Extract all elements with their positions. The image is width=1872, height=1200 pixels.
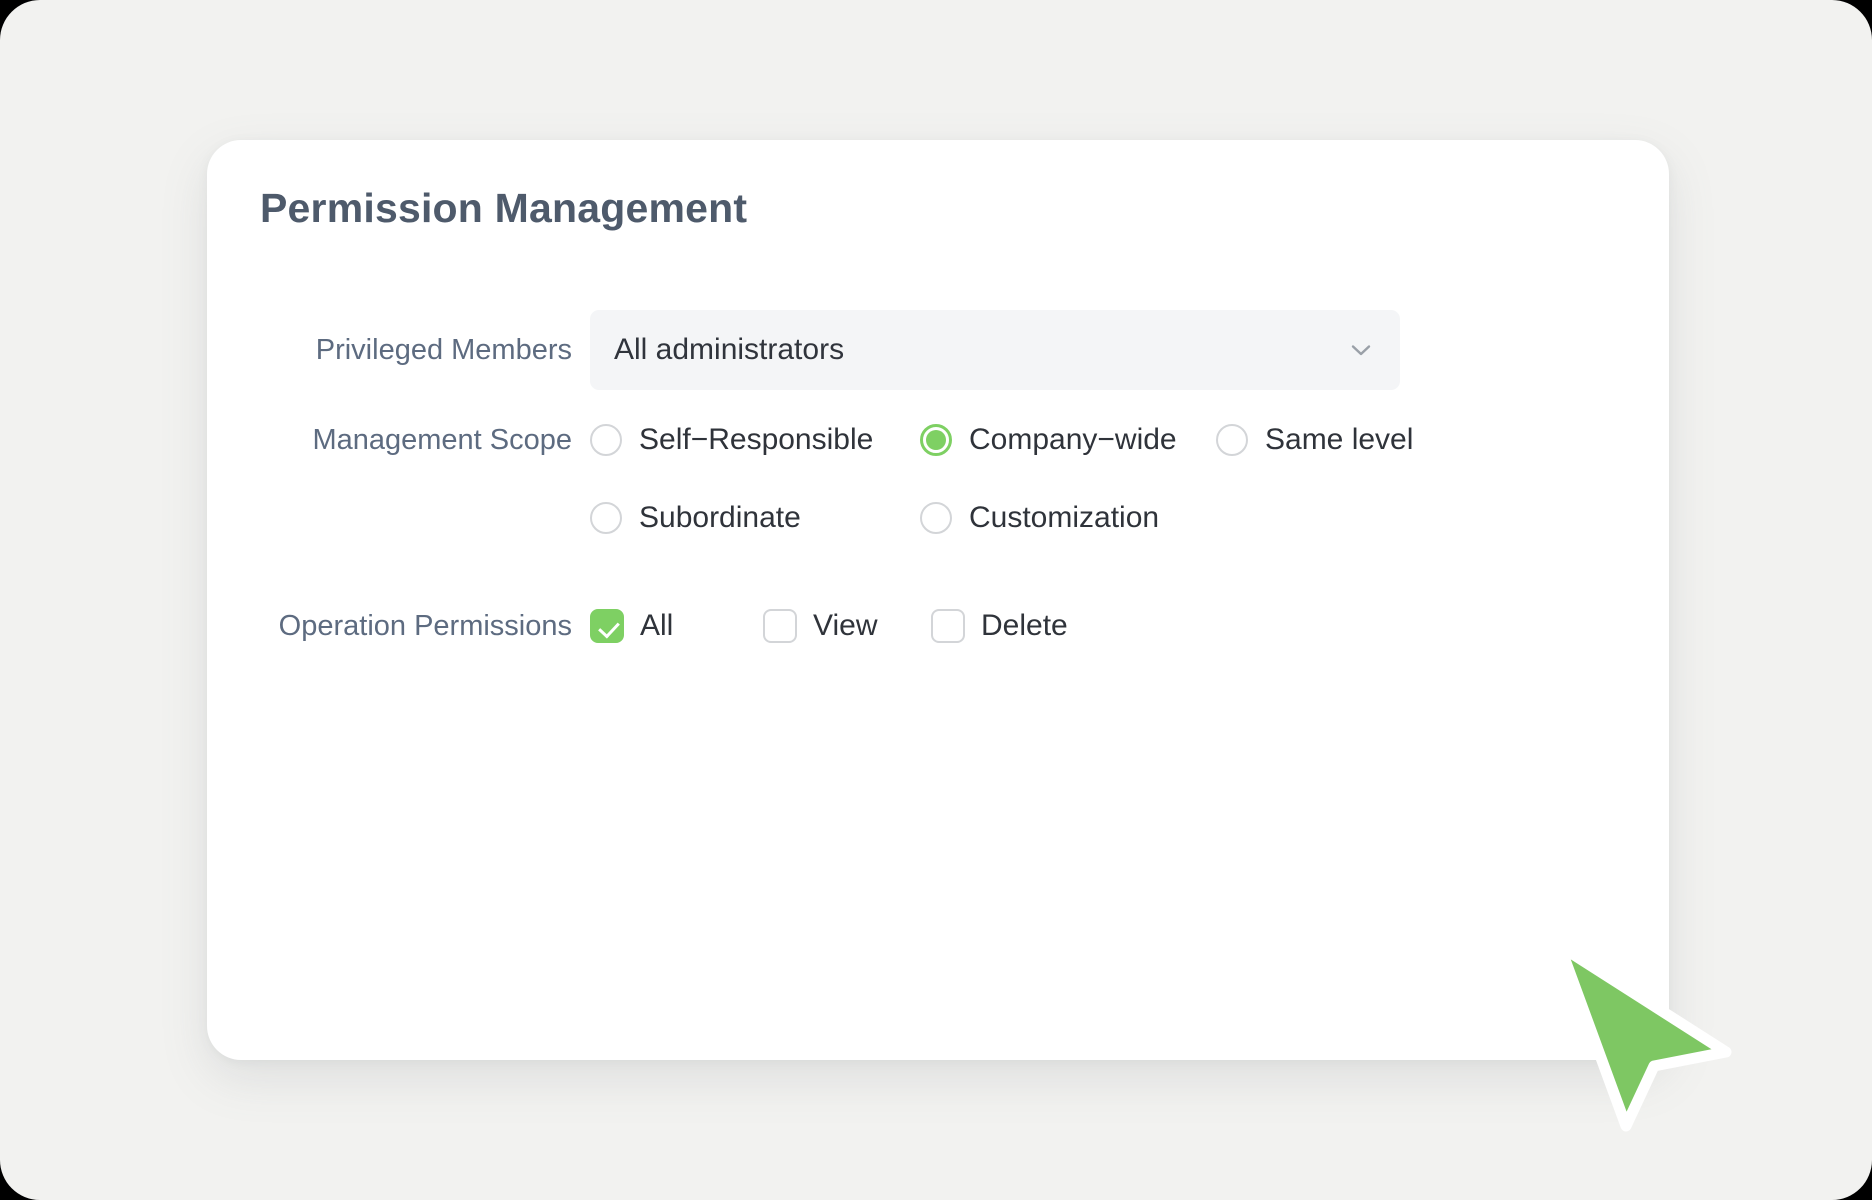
checkbox-view[interactable]: View xyxy=(763,602,931,650)
radio-line-1: Self−Responsible Company−wide Same level xyxy=(590,412,1669,468)
radio-label: Same level xyxy=(1265,423,1414,456)
operation-permissions-field: All View Delete xyxy=(590,602,1669,650)
checkbox-icon[interactable] xyxy=(763,609,797,643)
operation-permissions-checkbox-group: All View Delete xyxy=(590,602,1669,650)
radio-circle-icon[interactable] xyxy=(590,502,622,534)
page-title: Permission Management xyxy=(260,185,748,231)
radio-label: Customization xyxy=(969,501,1160,534)
row-management-scope: Management Scope Self−Responsible Compan… xyxy=(207,412,1669,546)
radio-circle-checked-icon[interactable] xyxy=(920,424,952,456)
radio-self-responsible[interactable]: Self−Responsible xyxy=(590,412,920,468)
radio-circle-icon[interactable] xyxy=(590,424,622,456)
privileged-members-select[interactable]: All administrators xyxy=(590,310,1400,390)
operation-permissions-label: Operation Permissions xyxy=(278,610,572,642)
radio-company-wide[interactable]: Company−wide xyxy=(920,412,1216,468)
management-scope-radio-group: Self−Responsible Company−wide Same level xyxy=(590,412,1669,546)
checkbox-checked-icon[interactable] xyxy=(590,609,624,643)
permission-form: Privileged Members All administrators Ma… xyxy=(207,310,1669,650)
row-privileged-members: Privileged Members All administrators xyxy=(207,310,1669,390)
radio-label: Subordinate xyxy=(639,501,801,534)
radio-label: Company−wide xyxy=(969,423,1177,456)
checkbox-label: All xyxy=(640,609,674,642)
radio-line-2: Subordinate Customization xyxy=(590,490,1669,546)
privileged-members-value: All administrators xyxy=(614,333,845,366)
checkbox-all[interactable]: All xyxy=(590,602,763,650)
radio-same-level[interactable]: Same level xyxy=(1216,412,1413,468)
checkbox-label: View xyxy=(813,609,878,642)
checkbox-icon[interactable] xyxy=(931,609,965,643)
radio-label: Self−Responsible xyxy=(639,423,874,456)
management-scope-field: Self−Responsible Company−wide Same level xyxy=(590,412,1669,546)
radio-customization[interactable]: Customization xyxy=(920,490,1159,546)
chevron-down-icon[interactable] xyxy=(1348,337,1374,363)
radio-circle-icon[interactable] xyxy=(1216,424,1248,456)
radio-subordinate[interactable]: Subordinate xyxy=(590,490,920,546)
checkbox-label: Delete xyxy=(981,609,1068,642)
permission-management-card: Permission Management Privileged Members… xyxy=(207,140,1669,1060)
row-operation-permissions: Operation Permissions All View xyxy=(207,602,1669,650)
management-scope-label: Management Scope xyxy=(312,424,572,456)
checkbox-delete[interactable]: Delete xyxy=(931,602,1068,650)
privileged-members-label: Privileged Members xyxy=(315,334,572,366)
radio-circle-icon[interactable] xyxy=(920,502,952,534)
privileged-members-field: All administrators xyxy=(590,310,1669,390)
